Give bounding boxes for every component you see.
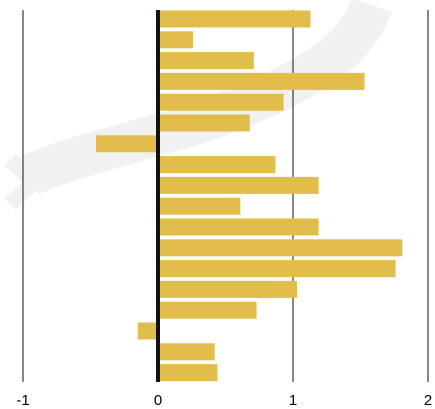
x-tick-label: 1	[289, 392, 297, 409]
bar-4	[158, 72, 365, 90]
bar-17	[158, 343, 215, 361]
bar-18	[158, 364, 218, 382]
x-tick-label: 0	[154, 392, 162, 409]
x-axis-ticks: -1 0 1 2	[16, 392, 432, 409]
bar-6	[158, 114, 250, 132]
bar-9	[158, 176, 319, 194]
bar-3	[158, 52, 254, 70]
bar-2	[158, 31, 194, 49]
x-tick-label: 2	[424, 392, 432, 409]
bar-1	[158, 10, 311, 28]
bar-5	[158, 93, 284, 111]
bar-7	[95, 135, 158, 153]
watermark-arc	[21, 0, 392, 195]
bar-11	[158, 218, 319, 236]
bar-14	[158, 280, 298, 298]
bar-12	[158, 239, 403, 257]
bars	[95, 10, 403, 382]
bar-8	[158, 156, 276, 174]
watermark-chevron	[4, 154, 46, 210]
bar-15	[158, 301, 257, 319]
bar-13	[158, 260, 396, 278]
bar-16	[137, 322, 158, 340]
x-tick-label: -1	[16, 392, 29, 409]
grid-lines	[22, 10, 429, 382]
bar-10	[158, 197, 241, 215]
